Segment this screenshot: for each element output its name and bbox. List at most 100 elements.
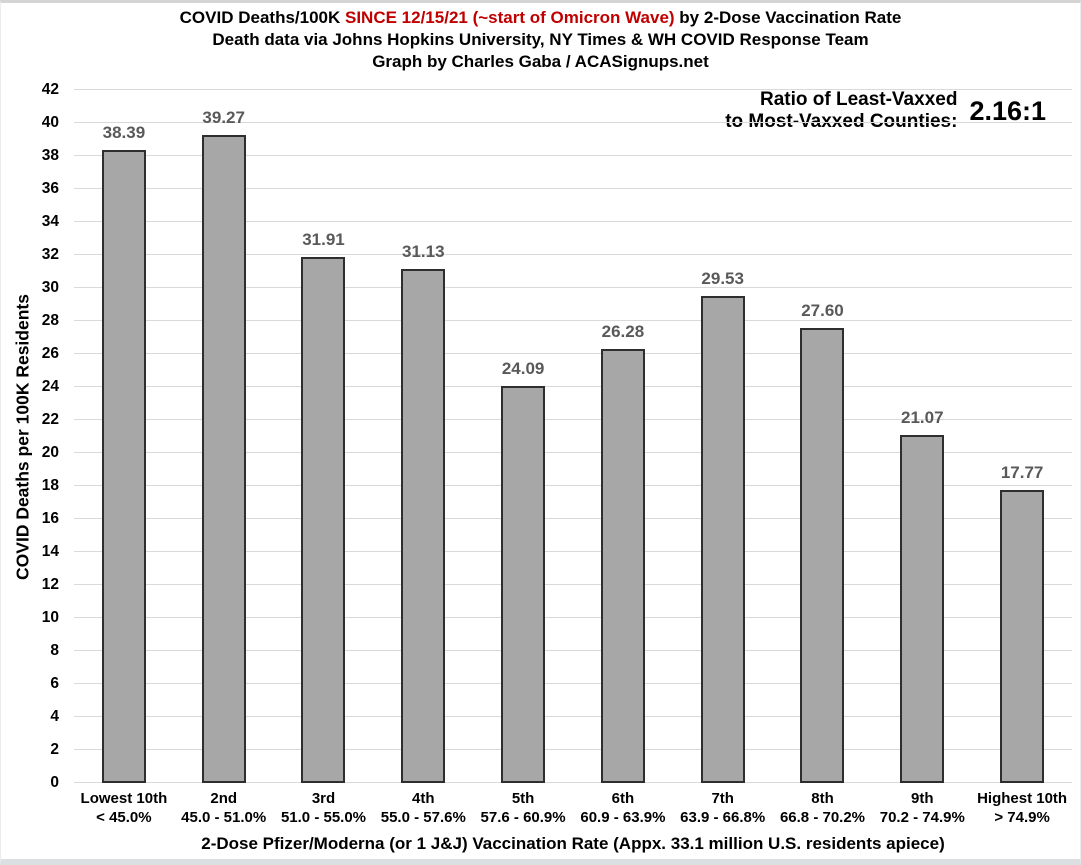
bar-value-label: 29.53 [701, 268, 744, 288]
bar-slot: 17.77 [972, 90, 1072, 783]
title-line1-suffix: by 2-Dose Vaccination Rate [674, 8, 902, 27]
y-tick-label: 42 [41, 81, 59, 98]
bar-value-label: 21.07 [901, 408, 944, 428]
x-tick-label: 2nd 45.0 - 51.0% [174, 789, 274, 827]
y-tick-label: 14 [41, 543, 59, 560]
x-tick-label: 8th 66.8 - 70.2% [773, 789, 873, 827]
gridline [74, 89, 1072, 90]
x-tick-label: 7th 63.9 - 66.8% [673, 789, 773, 827]
y-tick-label: 10 [41, 609, 59, 626]
title-line1-highlight: SINCE 12/15/21 (~start of Omicron Wave) [345, 8, 675, 27]
x-tick-range: 55.0 - 57.6% [380, 809, 466, 826]
gridline [74, 683, 1072, 684]
x-tick-decile: 5th [511, 790, 535, 807]
y-tick-label: 26 [41, 345, 59, 362]
gridline [74, 353, 1072, 354]
x-tick-label: 6th 60.9 - 63.9% [573, 789, 673, 827]
gridline [74, 749, 1072, 750]
x-tick-decile: 3rd [311, 790, 336, 807]
title-line1-prefix: COVID Deaths/100K [179, 8, 345, 27]
gridline [74, 716, 1072, 717]
y-tick-label: 22 [41, 411, 59, 428]
bar-slot: 31.13 [373, 90, 473, 783]
bar [201, 135, 246, 783]
x-tick-decile: Highest 10th [977, 790, 1068, 807]
y-tick-label: 28 [41, 312, 59, 329]
y-tick-label: 12 [41, 576, 59, 593]
bar-slot: 29.53 [673, 90, 773, 783]
bar [600, 349, 645, 783]
ratio-label-line-2: to Most-Vaxxed Counties: [725, 111, 958, 132]
gridline [74, 254, 1072, 255]
gridline [74, 188, 1072, 189]
title-line-3: Graph by Charles Gaba / ACASignups.net [372, 52, 709, 71]
x-tick-label: Lowest 10th < 45.0% [74, 789, 174, 827]
y-tick-label: 4 [50, 708, 59, 725]
x-tick-range: 45.0 - 51.0% [181, 809, 267, 826]
gridline [74, 452, 1072, 453]
gridline [74, 617, 1072, 618]
gridline [74, 320, 1072, 321]
gridline [74, 155, 1072, 156]
bar-value-label: 24.09 [501, 358, 545, 378]
x-tick-label: 9th 70.2 - 74.9% [872, 789, 972, 827]
x-tick-decile: 8th [811, 790, 834, 807]
ratio-label: Ratio of Least-Vaxxed to Most-Vaxxed Cou… [725, 89, 957, 133]
bar-slot: 39.27 [174, 90, 274, 783]
x-tick-range: > 74.9% [994, 809, 1050, 826]
bar [301, 256, 346, 783]
gridline [74, 386, 1072, 387]
gridline [74, 518, 1072, 519]
ratio-annotation: Ratio of Least-Vaxxed to Most-Vaxxed Cou… [725, 89, 1046, 133]
gridline [74, 122, 1072, 123]
x-tick-range: 63.9 - 66.8% [680, 809, 766, 826]
x-tick-label: Highest 10th > 74.9% [972, 789, 1072, 827]
y-tick-label: 0 [50, 774, 59, 791]
bar [800, 327, 845, 783]
y-tick-label: 32 [41, 246, 59, 263]
bar-slot: 21.07 [872, 90, 972, 783]
y-tick-label: 34 [41, 213, 59, 231]
gridline [74, 419, 1072, 420]
gridline [74, 584, 1072, 585]
x-tick-decile: 9th [911, 790, 934, 807]
bar-value-label: 17.77 [1000, 462, 1044, 482]
y-tick-label: 38 [41, 147, 59, 164]
bar-slot: 27.60 [773, 90, 873, 783]
x-tick-range: 60.9 - 63.9% [580, 809, 666, 826]
x-tick-range: 57.6 - 60.9% [480, 809, 566, 826]
y-tick-label: 30 [41, 279, 59, 296]
title-line-2: Death data via Johns Hopkins University,… [212, 30, 869, 49]
bar-value-label: 31.13 [402, 242, 445, 262]
x-axis-title: 2-Dose Pfizer/Moderna (or 1 J&J) Vaccina… [201, 834, 945, 853]
gridline [74, 551, 1072, 552]
y-tick-label: 2 [50, 741, 59, 758]
x-tick-decile: 2nd [210, 790, 238, 807]
bar [700, 295, 745, 783]
gridline [74, 287, 1072, 288]
x-tick-range: < 45.0% [96, 809, 152, 826]
x-tick-label: 4th 55.0 - 57.6% [373, 789, 473, 827]
x-tick-label: 3rd 51.0 - 55.0% [274, 789, 374, 827]
plot-area: 38.39 39.27 31.91 31.13 24.09 26.28 29.53 27.60… [74, 89, 1072, 783]
x-axis-ticks: Lowest 10th < 45.0% 2nd 45.0 - 51.0% 3rd 51.0… [74, 789, 1072, 831]
x-tick-decile: 7th [711, 790, 734, 807]
bar-value-label: 39.27 [202, 108, 245, 128]
bar-value-label: 26.28 [601, 322, 645, 342]
ratio-value: 2.16:1 [969, 95, 1046, 126]
y-tick-label: 40 [41, 114, 59, 131]
y-tick-label: 8 [50, 642, 59, 659]
bar-value-label: 27.60 [801, 300, 844, 320]
gridline [74, 782, 1072, 783]
y-tick-label: 20 [41, 444, 59, 461]
bar [101, 149, 146, 783]
y-tick-label: 6 [50, 675, 59, 692]
y-axis-ticks: 0 2 4 6 8 10 12 14 16 18 20 22 24 26 28 30 32 34 36 38 40 42 [1, 81, 59, 791]
bar-slot: 24.09 [473, 90, 573, 783]
x-tick-label: 5th 57.6 - 60.9% [473, 789, 573, 827]
ratio-label-line-1: Ratio of Least-Vaxxed [759, 89, 958, 110]
bar-value-label: 31.91 [302, 229, 345, 249]
y-tick-label: 16 [41, 510, 59, 527]
gridline [74, 650, 1072, 651]
